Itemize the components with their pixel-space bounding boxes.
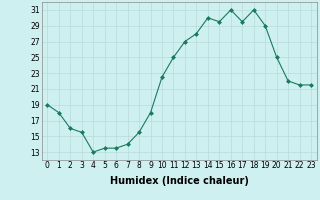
X-axis label: Humidex (Indice chaleur): Humidex (Indice chaleur) bbox=[110, 176, 249, 186]
